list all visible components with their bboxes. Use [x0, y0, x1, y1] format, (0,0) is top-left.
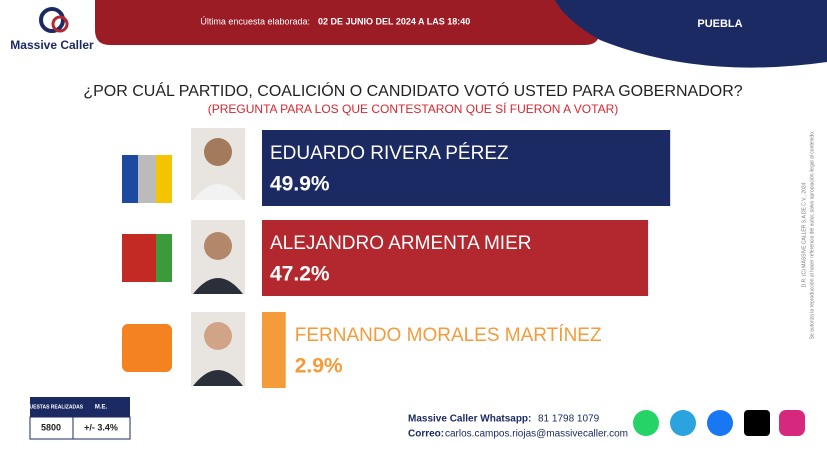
- party-logo: [122, 155, 172, 372]
- email: carlos.campos.riojas@massivecaller.com: [445, 429, 628, 440]
- candidate-name: EDUARDO RIVERA PÉREZ: [270, 143, 509, 164]
- candidate-photos: [191, 128, 245, 386]
- table-cell: 5800: [41, 422, 61, 432]
- region-band: [555, 0, 827, 68]
- bar: [262, 312, 286, 388]
- logo-part: [122, 324, 172, 372]
- copyright: Se autoriza la reproducción al hacer ref…: [809, 131, 815, 340]
- photo-body: [193, 370, 243, 386]
- bar: [262, 220, 649, 296]
- whatsapp: 81 1798 1079: [538, 414, 600, 425]
- chart-title: ¿POR CUÁL PARTIDO, COALICIÓN O CANDIDATO…: [83, 81, 742, 100]
- table-header-text: ENCUESTAS REALIZADAS: [19, 404, 84, 410]
- whatsapp-icon[interactable]: [633, 410, 659, 436]
- email-label: Correo:: [408, 429, 444, 440]
- logo-icon: [51, 15, 69, 33]
- photo-body: [193, 278, 243, 294]
- logo-part: [122, 155, 138, 203]
- logo: [39, 7, 69, 33]
- facebook-icon[interactable]: [707, 410, 733, 436]
- photo-face: [204, 138, 232, 166]
- value-label: 47.2%: [270, 263, 330, 286]
- logo-part: [156, 155, 172, 203]
- instagram-icon[interactable]: [779, 410, 805, 436]
- value-label: 49.9%: [270, 173, 330, 196]
- chart-subtitle: (PREGUNTA PARA LOS QUE CONTESTARON QUE S…: [208, 101, 619, 116]
- value-label: 2.9%: [295, 355, 343, 378]
- survey-label: Última encuesta elaborada:: [200, 16, 310, 26]
- x-icon[interactable]: [744, 410, 770, 436]
- region: PUEBLA: [697, 18, 742, 30]
- table-row: [29, 416, 131, 440]
- stats-table: ENCUESTAS REALIZADAS M.E. 5800 +/- 3.4%: [19, 397, 131, 440]
- brand: Massive Caller: [10, 38, 94, 52]
- table-cell: +/- 3.4%: [84, 422, 118, 432]
- whatsapp-label: Massive Caller Whatsapp:: [408, 414, 531, 425]
- table-header: [30, 397, 130, 417]
- logo-part: [138, 155, 156, 203]
- bar: [262, 130, 671, 206]
- copyright: D.R. (C) MASSIVE CALLER S.A DE C.V., 202…: [801, 182, 807, 287]
- candidate-name: ALEJANDRO ARMENTA MIER: [270, 233, 531, 254]
- survey-date: 02 DE JUNIO DEL 2024 A LAS 18:40: [318, 16, 470, 26]
- header-band: [95, 0, 600, 45]
- table-header-text: M.E.: [95, 405, 108, 411]
- candidate-name: FERNANDO MORALES MARTÍNEZ: [295, 325, 602, 346]
- social-icons: [633, 410, 805, 436]
- logo-part: [156, 234, 172, 282]
- logo-icon: [39, 7, 65, 33]
- bars: EDUARDO RIVERA PÉREZ 49.9% ALEJANDRO ARMEN…: [262, 130, 671, 388]
- telegram-icon[interactable]: [670, 410, 696, 436]
- photo-face: [204, 232, 232, 260]
- photo-face: [204, 322, 232, 350]
- photo-body: [193, 184, 243, 200]
